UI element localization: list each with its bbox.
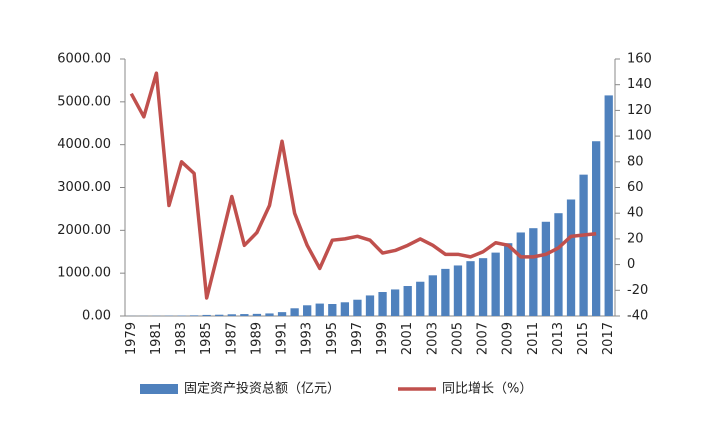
x-tick-label: 1993 xyxy=(300,322,315,355)
x-tick-label: 1991 xyxy=(275,322,290,355)
bar xyxy=(366,295,374,316)
bar xyxy=(240,314,248,316)
x-tick-label: 2013 xyxy=(551,322,566,355)
x-tick-label: 1995 xyxy=(325,322,340,355)
x-tick-label: 1997 xyxy=(350,322,365,355)
x-tick-label: 1983 xyxy=(174,322,189,355)
bar xyxy=(529,228,537,316)
bar xyxy=(353,300,361,316)
bar xyxy=(290,308,298,316)
bar xyxy=(341,302,349,316)
x-tick-label: 2009 xyxy=(501,322,516,355)
legend-swatch xyxy=(140,384,178,394)
bar xyxy=(278,312,286,316)
bar xyxy=(215,315,223,316)
x-tick-label: 2003 xyxy=(425,322,440,355)
x-tick-label: 1981 xyxy=(149,322,164,355)
y2-tick-label: -20 xyxy=(627,283,648,298)
bar xyxy=(253,314,261,316)
bar xyxy=(466,261,474,316)
y2-tick-label: 20 xyxy=(627,231,644,246)
x-tick-label: 2001 xyxy=(400,322,415,355)
x-tick-label: 2017 xyxy=(601,322,616,355)
y-tick-label: 3000.00 xyxy=(57,180,111,195)
y-tick-label: 0.00 xyxy=(82,309,111,324)
y2-tick-label: 120 xyxy=(627,103,652,118)
x-tick-label: 2015 xyxy=(576,322,591,355)
bar xyxy=(190,315,198,316)
bar xyxy=(567,199,575,316)
y2-tick-label: 80 xyxy=(627,154,644,169)
bar xyxy=(203,315,211,316)
y2-tick-label: 160 xyxy=(627,52,652,67)
x-tick-label: 1987 xyxy=(224,322,239,355)
legend-label: 同比增长（%） xyxy=(442,382,532,397)
y-tick-label: 5000.00 xyxy=(57,94,111,109)
bar xyxy=(454,265,462,316)
x-tick-label: 1989 xyxy=(249,322,264,355)
bar xyxy=(579,175,587,316)
x-tick-label: 2011 xyxy=(526,322,541,355)
bar xyxy=(479,258,487,316)
bar xyxy=(517,232,525,316)
bar xyxy=(316,304,324,316)
bar xyxy=(542,222,550,316)
bar xyxy=(328,304,336,316)
x-tick-label: 1999 xyxy=(375,322,390,355)
bar xyxy=(429,275,437,316)
bar xyxy=(303,305,311,316)
y-tick-label: 4000.00 xyxy=(57,137,111,152)
y2-tick-label: -40 xyxy=(627,309,648,324)
y2-tick-label: 40 xyxy=(627,206,644,221)
y2-tick-label: 100 xyxy=(627,129,652,144)
bar xyxy=(504,243,512,316)
y-tick-label: 1000.00 xyxy=(57,266,111,281)
y-tick-label: 2000.00 xyxy=(57,223,111,238)
bar xyxy=(605,95,613,316)
y-tick-label: 6000.00 xyxy=(57,52,111,67)
bar xyxy=(554,213,562,316)
y2-tick-label: 140 xyxy=(627,77,652,92)
y2-tick-label: 0 xyxy=(627,257,635,272)
x-tick-label: 1985 xyxy=(199,322,214,355)
bar xyxy=(592,141,600,316)
x-tick-label: 2005 xyxy=(450,322,465,355)
bar xyxy=(391,289,399,316)
x-tick-label: 2007 xyxy=(476,322,491,355)
x-tick-label: 1979 xyxy=(124,322,139,355)
bar xyxy=(228,314,236,316)
bar xyxy=(378,292,386,316)
y2-tick-label: 60 xyxy=(627,180,644,195)
legend-label: 固定资产投资总额（亿元） xyxy=(184,381,340,397)
bar xyxy=(404,286,412,316)
bar xyxy=(491,253,499,316)
bar xyxy=(441,269,449,316)
bar xyxy=(265,313,273,316)
bar xyxy=(416,282,424,316)
line xyxy=(131,73,596,298)
